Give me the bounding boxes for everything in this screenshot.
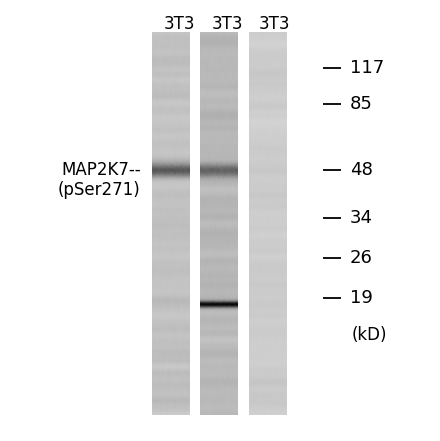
Text: 3T3: 3T3 (212, 15, 244, 33)
Text: 19: 19 (350, 289, 373, 306)
Text: 3T3: 3T3 (258, 15, 290, 33)
Text: 117: 117 (350, 60, 384, 77)
Text: MAP2K7--: MAP2K7-- (61, 161, 141, 179)
Text: 26: 26 (350, 249, 373, 267)
Text: (pSer271): (pSer271) (58, 181, 141, 198)
Text: 3T3: 3T3 (164, 15, 195, 33)
Text: 34: 34 (350, 209, 373, 227)
Text: (kD): (kD) (352, 326, 388, 344)
Text: 48: 48 (350, 161, 373, 179)
Text: 85: 85 (350, 95, 373, 112)
